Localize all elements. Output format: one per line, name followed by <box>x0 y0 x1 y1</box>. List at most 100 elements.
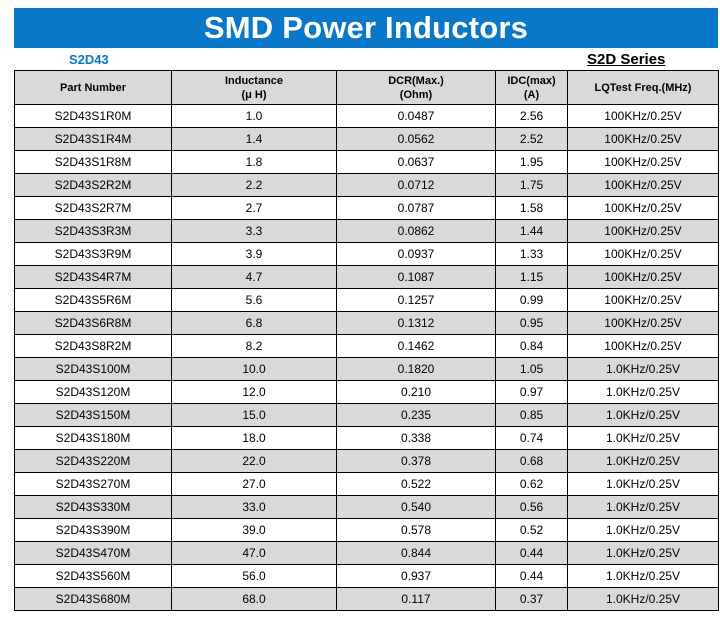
dcr-cell: 0.1257 <box>336 288 496 312</box>
idc-cell: 0.56 <box>495 495 568 519</box>
table-row: S2D43S1R8M 1.8 0.0637 1.95 100KHz/0.25V <box>14 150 719 174</box>
test-freq-cell: 100KHz/0.25V <box>567 334 719 358</box>
header-inductance: Inductance (μ H) <box>171 70 337 105</box>
inductance-cell: 5.6 <box>171 288 337 312</box>
idc-cell: 2.52 <box>495 127 568 151</box>
idc-cell: 2.56 <box>495 104 568 128</box>
test-freq-cell: 100KHz/0.25V <box>567 242 719 266</box>
test-freq-cell: 1.0KHz/0.25V <box>567 564 719 588</box>
table-row: S2D43S150M 15.0 0.235 0.85 1.0KHz/0.25V <box>14 403 719 427</box>
idc-cell: 1.05 <box>495 357 568 381</box>
part-number-cell: S2D43S270M <box>14 472 172 496</box>
dcr-cell: 0.1820 <box>336 357 496 381</box>
idc-cell: 0.68 <box>495 449 568 473</box>
test-freq-cell: 1.0KHz/0.25V <box>567 380 719 404</box>
part-number-cell: S2D43S3R3M <box>14 219 172 243</box>
dcr-cell: 0.0712 <box>336 173 496 197</box>
inductance-cell: 2.2 <box>171 173 337 197</box>
dcr-cell: 0.235 <box>336 403 496 427</box>
idc-cell: 1.33 <box>495 242 568 266</box>
part-number-cell: S2D43S6R8M <box>14 311 172 335</box>
table-row: S2D43S3R9M 3.9 0.0937 1.33 100KHz/0.25V <box>14 242 719 266</box>
part-number-cell: S2D43S3R9M <box>14 242 172 266</box>
table-row: S2D43S680M 68.0 0.117 0.37 1.0KHz/0.25V <box>14 587 719 611</box>
dcr-cell: 0.1087 <box>336 265 496 289</box>
dcr-cell: 0.0937 <box>336 242 496 266</box>
header-part-number: Part Number <box>14 70 172 105</box>
part-number-cell: S2D43S220M <box>14 449 172 473</box>
dcr-cell: 0.540 <box>336 495 496 519</box>
header-test-freq: LQTest Freq.(MHz) <box>567 70 719 105</box>
inductance-cell: 1.4 <box>171 127 337 151</box>
test-freq-cell: 1.0KHz/0.25V <box>567 426 719 450</box>
inductance-cell: 27.0 <box>171 472 337 496</box>
inductance-cell: 68.0 <box>171 587 337 611</box>
table-row: S2D43S2R2M 2.2 0.0712 1.75 100KHz/0.25V <box>14 173 719 197</box>
part-number-cell: S2D43S8R2M <box>14 334 172 358</box>
header-label: DCR(Max.) <box>388 74 444 87</box>
page-title-banner: SMD Power Inductors <box>14 8 718 48</box>
idc-cell: 1.58 <box>495 196 568 220</box>
idc-cell: 0.99 <box>495 288 568 312</box>
idc-cell: 1.44 <box>495 219 568 243</box>
table-row: S2D43S2R7M 2.7 0.0787 1.58 100KHz/0.25V <box>14 196 719 220</box>
idc-cell: 0.84 <box>495 334 568 358</box>
test-freq-cell: 1.0KHz/0.25V <box>567 587 719 611</box>
test-freq-cell: 100KHz/0.25V <box>567 196 719 220</box>
table-row: S2D43S100M 10.0 0.1820 1.05 1.0KHz/0.25V <box>14 357 719 381</box>
table-row: S2D43S8R2M 8.2 0.1462 0.84 100KHz/0.25V <box>14 334 719 358</box>
test-freq-cell: 100KHz/0.25V <box>567 127 719 151</box>
part-number-cell: S2D43S100M <box>14 357 172 381</box>
dcr-cell: 0.578 <box>336 518 496 542</box>
inductance-cell: 6.8 <box>171 311 337 335</box>
header-unit: (μ H) <box>241 88 267 101</box>
table-row: S2D43S560M 56.0 0.937 0.44 1.0KHz/0.25V <box>14 564 719 588</box>
idc-cell: 0.97 <box>495 380 568 404</box>
table-row: S2D43S470M 47.0 0.844 0.44 1.0KHz/0.25V <box>14 541 719 565</box>
table-row: S2D43S5R6M 5.6 0.1257 0.99 100KHz/0.25V <box>14 288 719 312</box>
part-number-cell: S2D43S330M <box>14 495 172 519</box>
idc-cell: 0.44 <box>495 564 568 588</box>
part-number-cell: S2D43S680M <box>14 587 172 611</box>
dcr-cell: 0.1462 <box>336 334 496 358</box>
part-number-cell: S2D43S1R8M <box>14 150 172 174</box>
header-label: IDC(max) <box>507 74 556 87</box>
header-label: Inductance <box>224 74 284 87</box>
inductance-cell: 12.0 <box>171 380 337 404</box>
inductor-spec-table: Part Number Inductance (μ H) DCR(Max.) (… <box>14 70 719 611</box>
table-body: S2D43S1R0M 1.0 0.0487 2.56 100KHz/0.25V S2D43… <box>14 104 719 611</box>
test-freq-cell: 1.0KHz/0.25V <box>567 357 719 381</box>
table-row: S2D43S6R8M 6.8 0.1312 0.95 100KHz/0.25V <box>14 311 719 335</box>
dcr-cell: 0.1312 <box>336 311 496 335</box>
table-row: S2D43S120M 12.0 0.210 0.97 1.0KHz/0.25V <box>14 380 719 404</box>
series-name: S2D Series <box>587 51 666 68</box>
idc-cell: 1.95 <box>495 150 568 174</box>
header-idc: IDC(max) (A) <box>495 70 568 105</box>
dcr-cell: 0.0862 <box>336 219 496 243</box>
dcr-cell: 0.844 <box>336 541 496 565</box>
inductance-cell: 47.0 <box>171 541 337 565</box>
part-number-cell: S2D43S5R6M <box>14 288 172 312</box>
test-freq-cell: 1.0KHz/0.25V <box>567 403 719 427</box>
table-row: S2D43S1R0M 1.0 0.0487 2.56 100KHz/0.25V <box>14 104 719 128</box>
part-number-cell: S2D43S180M <box>14 426 172 450</box>
test-freq-cell: 100KHz/0.25V <box>567 173 719 197</box>
idc-cell: 0.62 <box>495 472 568 496</box>
idc-cell: 0.37 <box>495 587 568 611</box>
header-unit: (A) <box>523 88 540 101</box>
part-number-cell: S2D43S2R7M <box>14 196 172 220</box>
idc-cell: 0.85 <box>495 403 568 427</box>
table-row: S2D43S4R7M 4.7 0.1087 1.15 100KHz/0.25V <box>14 265 719 289</box>
inductance-cell: 18.0 <box>171 426 337 450</box>
table-row: S2D43S180M 18.0 0.338 0.74 1.0KHz/0.25V <box>14 426 719 450</box>
idc-cell: 0.44 <box>495 541 568 565</box>
dcr-cell: 0.522 <box>336 472 496 496</box>
inductance-cell: 8.2 <box>171 334 337 358</box>
table-row: S2D43S390M 39.0 0.578 0.52 1.0KHz/0.25V <box>14 518 719 542</box>
header-unit: (Ohm) <box>399 88 433 101</box>
inductance-cell: 2.7 <box>171 196 337 220</box>
part-number-cell: S2D43S560M <box>14 564 172 588</box>
table-row: S2D43S1R4M 1.4 0.0562 2.52 100KHz/0.25V <box>14 127 719 151</box>
dcr-cell: 0.117 <box>336 587 496 611</box>
